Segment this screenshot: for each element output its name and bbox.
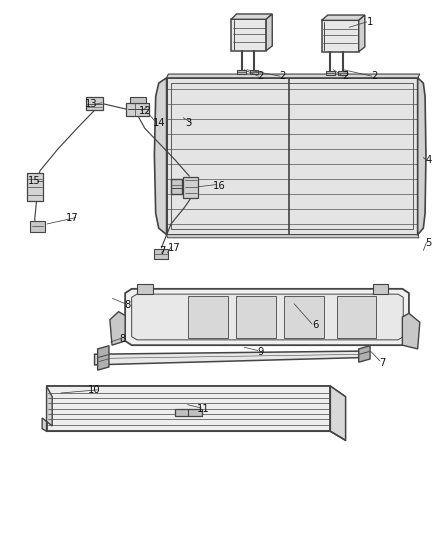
Polygon shape <box>266 14 272 51</box>
Polygon shape <box>137 284 152 294</box>
Text: 2: 2 <box>371 71 377 81</box>
Polygon shape <box>237 296 276 338</box>
Polygon shape <box>373 284 389 294</box>
Polygon shape <box>285 296 324 338</box>
Polygon shape <box>231 14 272 19</box>
Polygon shape <box>359 15 365 52</box>
Text: 6: 6 <box>312 320 318 330</box>
Text: 13: 13 <box>85 99 97 109</box>
Polygon shape <box>46 386 330 431</box>
Polygon shape <box>46 386 346 397</box>
Text: 2: 2 <box>343 71 349 81</box>
Text: 12: 12 <box>138 106 151 116</box>
Polygon shape <box>338 71 347 75</box>
Text: 10: 10 <box>88 385 101 395</box>
Polygon shape <box>42 386 52 431</box>
Polygon shape <box>250 70 258 74</box>
Polygon shape <box>27 173 43 200</box>
Polygon shape <box>86 98 103 110</box>
Text: 7: 7 <box>159 246 166 255</box>
Polygon shape <box>231 19 266 51</box>
Text: 8: 8 <box>120 334 126 344</box>
Text: 1: 1 <box>367 17 373 27</box>
Polygon shape <box>403 313 420 349</box>
Polygon shape <box>125 289 409 345</box>
Text: 17: 17 <box>67 213 79 223</box>
Polygon shape <box>237 70 246 74</box>
Text: 2: 2 <box>257 71 264 81</box>
Polygon shape <box>337 296 376 338</box>
Polygon shape <box>326 71 335 75</box>
Polygon shape <box>188 296 228 338</box>
Polygon shape <box>166 235 419 238</box>
Text: 4: 4 <box>425 155 432 165</box>
Polygon shape <box>95 351 367 365</box>
Polygon shape <box>154 78 166 235</box>
Text: 2: 2 <box>279 71 286 81</box>
Polygon shape <box>330 386 346 440</box>
Polygon shape <box>130 98 146 103</box>
Text: 11: 11 <box>198 404 210 414</box>
Polygon shape <box>166 78 418 235</box>
Polygon shape <box>359 346 370 362</box>
Text: 5: 5 <box>425 238 432 247</box>
Text: 8: 8 <box>124 300 131 310</box>
Polygon shape <box>171 179 182 194</box>
Polygon shape <box>30 221 45 232</box>
Polygon shape <box>321 15 365 20</box>
Text: 7: 7 <box>380 358 386 368</box>
Polygon shape <box>183 177 198 198</box>
Polygon shape <box>127 103 149 116</box>
Polygon shape <box>175 409 201 416</box>
Polygon shape <box>98 346 109 370</box>
Text: 9: 9 <box>257 346 264 357</box>
Polygon shape <box>110 312 125 345</box>
Polygon shape <box>166 74 420 78</box>
Text: 14: 14 <box>152 118 165 128</box>
Polygon shape <box>132 294 403 340</box>
Text: 16: 16 <box>212 181 226 191</box>
Text: 15: 15 <box>28 176 41 187</box>
Polygon shape <box>418 78 426 235</box>
Polygon shape <box>321 20 359 52</box>
Text: 17: 17 <box>168 243 181 253</box>
Polygon shape <box>153 249 168 259</box>
Text: 3: 3 <box>185 118 191 128</box>
